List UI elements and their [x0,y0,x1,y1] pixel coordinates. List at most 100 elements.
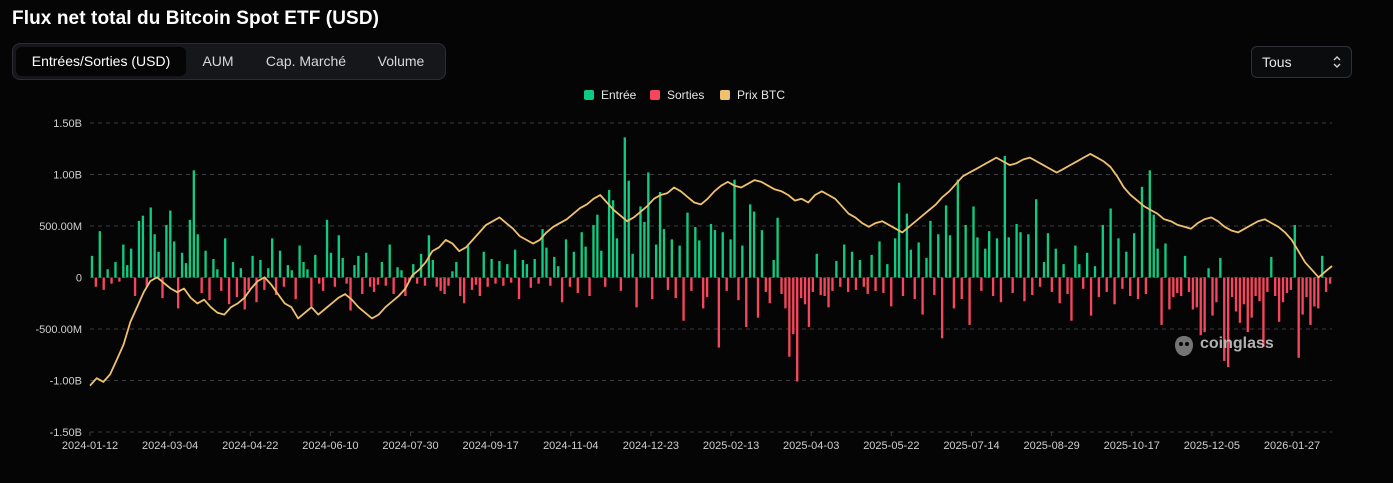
outflow-bar [321,277,325,291]
outflow-bar [294,277,297,300]
outflow-bar [980,277,983,291]
inflow-bar [239,268,243,278]
inflow-bar [278,250,282,278]
inflow-bar [643,221,646,278]
inflow-bar [557,266,560,278]
outflow-bar [737,277,740,301]
tab-aum[interactable]: AUM [202,53,234,69]
outflow-bar [1277,277,1281,322]
outflow-bar [145,277,148,287]
outflow-bar [1195,277,1198,308]
outflow-bar [701,277,705,309]
time-range-select[interactable]: Tous [1251,46,1352,78]
inflow-bar [886,264,889,278]
x-tick-label: 2025-07-14 [943,440,999,452]
x-tick-label: 2024-06-10 [302,440,358,452]
inflow-bar [760,230,764,278]
outflow-bar [1266,277,1269,292]
x-tick-label: 2024-03-04 [142,440,198,452]
inflow-bar [353,265,356,278]
inflow-bar [541,229,544,278]
outflow-bar [968,277,971,325]
inflow-bar [184,263,188,278]
outflow-bar [282,277,286,287]
inflow-bar [815,253,818,278]
outflow-bar [349,277,352,311]
outflow-bar [243,277,246,310]
outflow-bar [1289,277,1293,290]
inflow-bar [929,220,932,278]
outflow-bar [247,277,250,290]
inflow-bar [302,262,305,278]
inflow-bar [1132,233,1136,278]
outflow-bar [470,277,474,290]
outflow-bar [1199,277,1202,336]
outflow-bar [1187,277,1191,292]
inflow-bar [1321,255,1324,278]
outflow-bar [439,277,442,291]
outflow-bar [913,277,916,300]
outflow-bar [1301,277,1304,315]
outflow-bar [807,277,811,327]
x-tick-label: 2024-07-30 [382,440,438,452]
outflow-bar [1121,277,1124,289]
inflow-bar [721,232,724,278]
inflow-bar [678,245,681,278]
outflow-bar [345,277,348,284]
outflow-bar [1274,277,1277,297]
inflow-bar [984,248,987,278]
outflow-bar [517,277,521,300]
legend-item-outflow[interactable]: Sorties [650,87,704,103]
inflow-bar [917,242,920,278]
outflow-bar [502,277,505,286]
x-tick-label: 2024-09-17 [463,440,519,452]
outflow-bar [682,277,685,321]
inflow-bar [647,172,650,278]
inflow-bar [580,232,583,278]
inflow-bar [451,271,454,278]
inflow-bar [858,259,862,278]
outflow-bar [1129,277,1132,297]
inflow-bar [698,240,701,278]
outflow-bar [952,277,956,309]
inflow-bar [533,258,536,278]
tab-market-cap[interactable]: Cap. Marché [265,53,347,69]
inflow-bar [553,256,556,278]
inflow-bar [204,250,207,278]
inflow-bar [271,238,274,278]
inflow-bar [122,244,125,278]
tab-inflow-outflow[interactable]: Entrées/Sorties (USD) [16,47,186,76]
outflow-bar [901,277,905,297]
inflow-bar [126,265,129,278]
outflow-bar [827,277,830,308]
inflow-bar [1117,238,1120,278]
outflow-bar [1038,277,1042,287]
outflow-bar [635,277,638,308]
outflow-bar [560,277,564,303]
outflow-bar [227,277,231,305]
outflow-bar [882,277,885,293]
inflow-bar [157,251,160,278]
inflow-bar [592,224,595,278]
inflow-bar [600,250,603,278]
inflow-bar [741,245,744,278]
inflow-bar [623,137,626,278]
outflow-bar [529,277,532,288]
outflow-bar [220,277,223,291]
outflow-bar [1234,277,1238,312]
outflow-bar [263,277,266,290]
inflow-bar [611,200,615,278]
tab-volume[interactable]: Volume [377,53,425,69]
outflow-bar [588,277,591,297]
outflow-bar [443,277,446,294]
legend-item-inflow[interactable]: Entrée [584,87,636,103]
y-tick-label: 1.50B [53,118,82,130]
outflow-bar [846,277,850,292]
legend-item-btc-price[interactable]: Prix BTC [720,87,785,103]
outflow-bar [1066,277,1069,294]
inflow-bar [1293,224,1296,278]
inflow-bar [909,249,912,278]
outflow-bar [1328,277,1332,284]
outflow-bar [819,277,822,296]
outflow-bar [384,277,387,286]
